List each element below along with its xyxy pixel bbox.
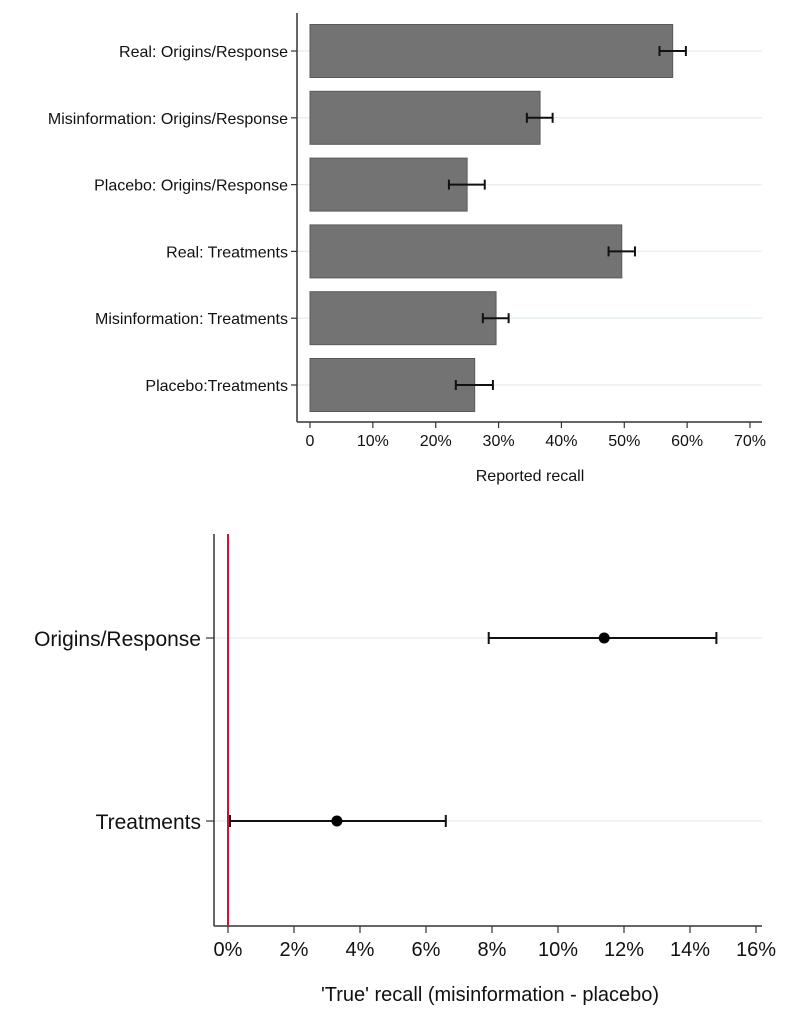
x-tick-label: 30% bbox=[483, 433, 515, 450]
top-axes bbox=[291, 13, 762, 428]
x-tick-label: 4% bbox=[346, 939, 375, 961]
top-bars bbox=[309, 24, 674, 412]
bar bbox=[309, 24, 674, 78]
top-x-tick-labels: 0 10% 20% 30% 40% 50% 60% 70% bbox=[306, 433, 766, 450]
x-tick-label: 16% bbox=[736, 939, 776, 961]
x-tick-label: 70% bbox=[734, 433, 766, 450]
category-label: Placebo: Origins/Response bbox=[94, 178, 288, 195]
category-label: Real: Origins/Response bbox=[119, 44, 288, 61]
x-tick-label: 0% bbox=[214, 939, 243, 961]
bottom-x-tick-labels: 0% 2% 4% 6% 8% 10% 12% 14% 16% bbox=[214, 939, 777, 961]
x-tick-label: 8% bbox=[478, 939, 507, 961]
bottom-x-axis-title: 'True' recall (misinformation - placebo) bbox=[321, 984, 659, 1006]
x-tick-label: 14% bbox=[670, 939, 710, 961]
bottom-gridlines bbox=[214, 637, 762, 822]
category-label: Misinformation: Treatments bbox=[95, 311, 288, 328]
bottom-points-with-ci bbox=[228, 632, 718, 827]
top-error-bars bbox=[447, 46, 687, 390]
x-tick-label: 20% bbox=[420, 433, 452, 450]
category-label: Origins/Response bbox=[34, 628, 201, 651]
bar bbox=[309, 291, 497, 346]
top-category-labels: Real: Origins/Response Misinformation: Or… bbox=[48, 44, 288, 395]
x-tick-label: 40% bbox=[545, 433, 577, 450]
true-recall-coef-plot: Origins/Response Treatments 0% 2% 4% 6% 8% 10%… bbox=[34, 534, 776, 1006]
bar bbox=[309, 157, 468, 212]
x-tick-label: 12% bbox=[604, 939, 644, 961]
top-x-axis-title: Reported recall bbox=[476, 468, 585, 485]
x-tick-label: 0 bbox=[306, 433, 315, 450]
category-label: Misinformation: Origins/Response bbox=[48, 111, 288, 128]
bottom-axes bbox=[206, 534, 762, 933]
x-tick-label: 10% bbox=[357, 433, 389, 450]
x-tick-label: 60% bbox=[671, 433, 703, 450]
bar bbox=[309, 358, 476, 412]
reported-recall-bar-chart: Real: Origins/Response Misinformation: Or… bbox=[48, 13, 766, 485]
point-marker bbox=[331, 815, 343, 827]
point-marker bbox=[598, 632, 610, 644]
category-label: Treatments bbox=[96, 811, 201, 834]
x-tick-label: 6% bbox=[412, 939, 441, 961]
category-label: Real: Treatments bbox=[166, 244, 288, 261]
bar bbox=[309, 224, 623, 279]
x-tick-label: 50% bbox=[608, 433, 640, 450]
x-tick-label: 10% bbox=[538, 939, 578, 961]
x-tick-label: 2% bbox=[280, 939, 309, 961]
bottom-category-labels: Origins/Response Treatments bbox=[34, 628, 201, 834]
category-label: Placebo:Treatments bbox=[145, 378, 288, 395]
bar bbox=[309, 90, 541, 145]
